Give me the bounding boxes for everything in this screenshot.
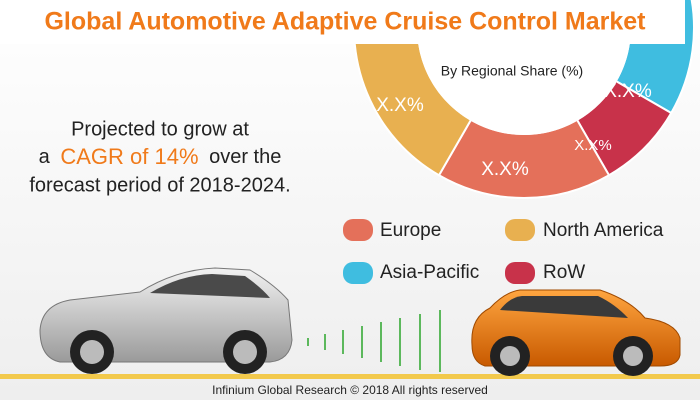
legend-swatch — [343, 262, 373, 284]
projection-line: forecast period of 2018-2024. — [29, 174, 290, 196]
projection: Projected to grow at a CAGR of 14% over … — [29, 118, 290, 196]
legend-label: Europe — [380, 220, 441, 241]
segment-label: X.X% — [376, 95, 424, 116]
title-bar — [0, 0, 685, 44]
segment-label: X.X% — [574, 137, 612, 154]
projection-text: over the — [209, 146, 281, 168]
legend-label: RoW — [543, 262, 585, 283]
orange-car — [471, 289, 681, 376]
projection-highlight: CAGR of 14% — [60, 144, 198, 169]
silver-car — [39, 267, 293, 374]
footer: Infinium Global Research © 2018 All righ… — [212, 383, 488, 397]
title: Global Automotive Adaptive Cruise Contro… — [44, 8, 646, 36]
legend-label: Asia-Pacific — [380, 262, 479, 283]
projection-line: a CAGR of 14% over the — [39, 144, 282, 169]
donut-subtitle: By Regional Share (%) — [441, 63, 583, 79]
road — [0, 374, 700, 379]
segment-label: X.X% — [481, 159, 529, 180]
legend-swatch — [343, 219, 373, 241]
projection-line: Projected to grow at — [71, 118, 249, 140]
projection-text: a — [39, 146, 51, 168]
legend-swatch — [505, 262, 535, 284]
segment-label: X.X% — [604, 81, 652, 102]
legend: Europe North America Asia-Pacific RoW — [343, 219, 664, 284]
legend-swatch — [505, 219, 535, 241]
radar-signal — [307, 310, 441, 372]
legend-label: North America — [543, 220, 664, 241]
